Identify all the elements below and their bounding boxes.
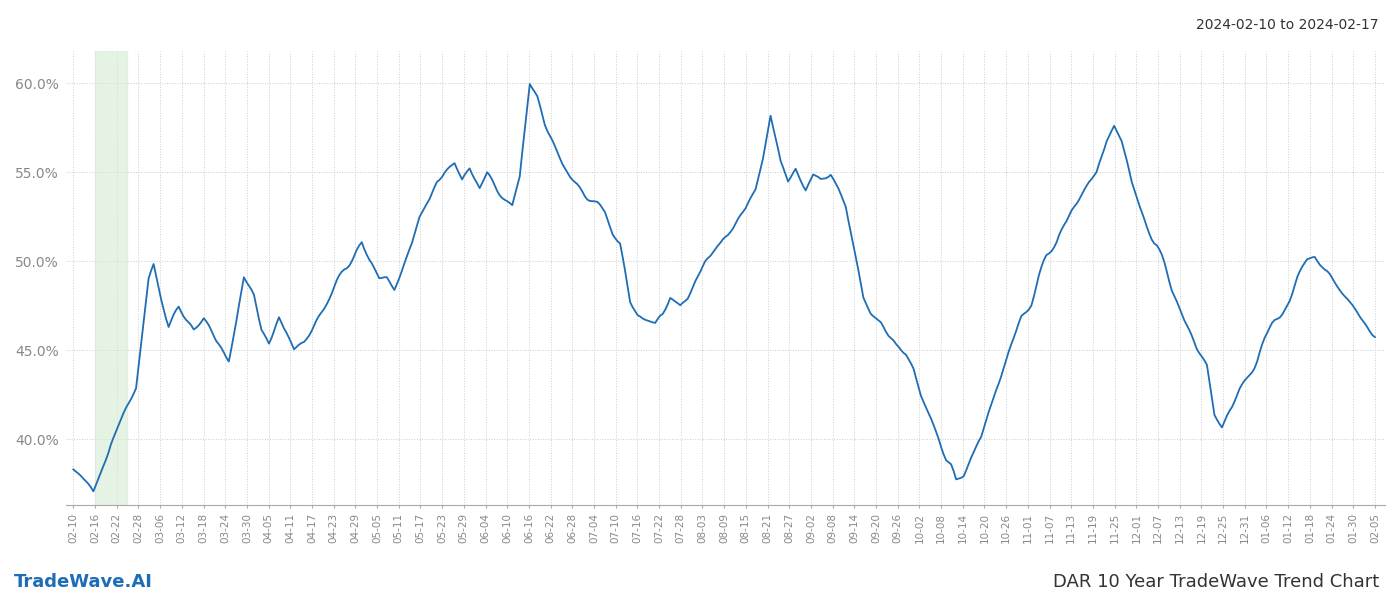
Bar — [95, 51, 127, 505]
Text: 2024-02-10 to 2024-02-17: 2024-02-10 to 2024-02-17 — [1197, 18, 1379, 32]
Text: TradeWave.AI: TradeWave.AI — [14, 573, 153, 591]
Text: DAR 10 Year TradeWave Trend Chart: DAR 10 Year TradeWave Trend Chart — [1053, 573, 1379, 591]
